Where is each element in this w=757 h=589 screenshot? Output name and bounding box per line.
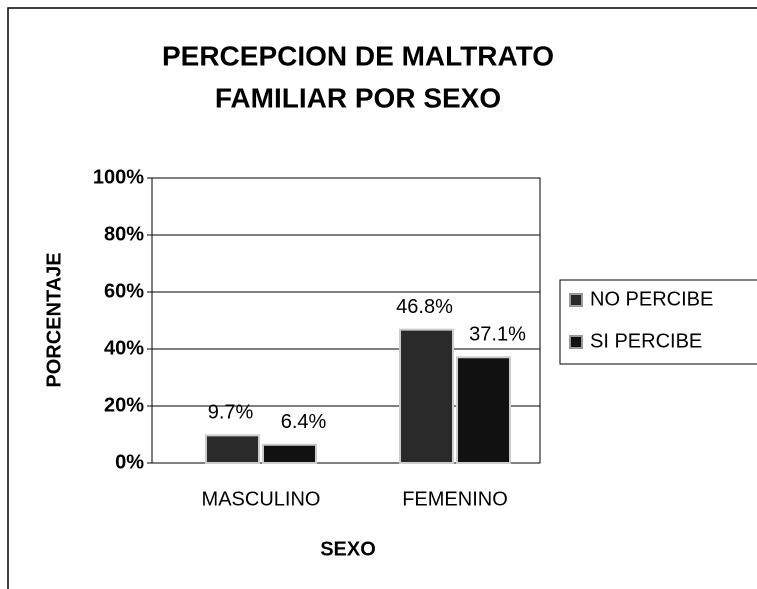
y-tick-label: 100%: [93, 166, 144, 188]
data-label: 6.4%: [281, 411, 327, 433]
y-axis-label: PORCENTAJE: [43, 252, 65, 387]
y-tick-label: 60%: [104, 280, 144, 302]
legend-label: NO PERCIBE: [590, 288, 713, 310]
bar: [456, 356, 511, 465]
chart-title: FAMILIAR POR SEXO: [215, 82, 501, 113]
bar: [399, 328, 454, 464]
data-label: 9.7%: [208, 402, 254, 424]
legend-label: SI PERCIBE: [590, 330, 702, 352]
chart-title: PERCEPCION DE MALTRATO: [162, 40, 554, 71]
y-tick-label: 80%: [104, 223, 144, 245]
legend-swatch: [569, 335, 583, 349]
y-tick-label: 20%: [104, 394, 144, 416]
data-label: 46.8%: [396, 296, 453, 318]
bar: [262, 443, 317, 465]
x-tick-label: FEMENINO: [402, 488, 508, 510]
chart-frame: [7, 7, 757, 589]
x-tick-label: MASCULINO: [202, 488, 321, 510]
bar: [205, 434, 260, 465]
data-label: 37.1%: [469, 324, 526, 346]
plot-frame: [151, 177, 541, 464]
legend-swatch: [569, 293, 583, 307]
x-axis-label: SEXO: [320, 538, 376, 560]
y-tick-label: 0%: [115, 451, 144, 473]
legend-box: [559, 279, 757, 365]
y-tick-label: 40%: [104, 337, 144, 359]
